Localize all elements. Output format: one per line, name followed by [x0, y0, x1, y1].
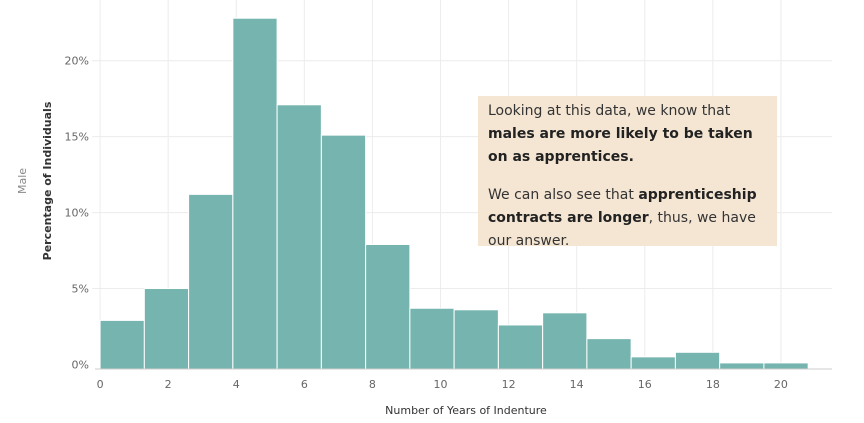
y-tick-labels: 0% 5% 10% 15% 20% — [65, 55, 89, 372]
histogram-bar — [763, 362, 809, 370]
y-axis-title: Percentage of Individuals — [41, 101, 54, 260]
x-tick-label: 0 — [97, 378, 104, 391]
bars — [99, 17, 809, 370]
histogram-bar — [630, 356, 676, 370]
x-tick-label: 4 — [233, 378, 240, 391]
x-tick-label: 6 — [301, 378, 308, 391]
x-tick-label: 8 — [369, 378, 376, 391]
histogram-bar — [99, 319, 145, 370]
x-tick-label: 2 — [165, 378, 172, 391]
y-tick-label: 15% — [65, 131, 89, 144]
x-tick-labels: 0 2 4 6 8 10 12 14 16 18 20 — [97, 378, 788, 391]
histogram-bar — [497, 324, 544, 370]
histogram-bar — [232, 17, 278, 370]
annotation-paragraph-2: We can also see that apprenticeship cont… — [488, 184, 767, 253]
annotation-paragraph-1: Looking at this data, we know that males… — [488, 100, 767, 169]
annotation-bold-text: apprenticeship contracts are longer — [488, 187, 757, 226]
y-tick-label: 5% — [72, 283, 89, 296]
histogram-bar — [453, 309, 499, 370]
y-tick-label: 10% — [65, 207, 89, 220]
histogram-bar — [719, 362, 765, 370]
histogram-bar — [542, 312, 588, 370]
annotation-text: Looking at this data, we know that — [488, 103, 731, 119]
histogram-bar — [276, 104, 322, 370]
histogram-bar — [365, 243, 411, 370]
x-tick-label: 20 — [774, 378, 788, 391]
histogram-bar — [320, 134, 367, 370]
x-tick-label: 16 — [638, 378, 652, 391]
x-tick-label: 10 — [434, 378, 448, 391]
annotation-box: Looking at this data, we know that males… — [478, 96, 777, 249]
annotation-bold-text: males are more likely to be taken on as … — [488, 126, 753, 165]
x-tick-label: 18 — [706, 378, 720, 391]
histogram-bar — [409, 307, 455, 370]
y-tick-label: 20% — [65, 55, 89, 68]
histogram-bar — [143, 288, 190, 370]
annotation-text: , thus, we have our answer. — [488, 210, 756, 249]
annotation-text: We can also see that — [488, 187, 639, 203]
y-tick-label: 0% — [72, 358, 89, 371]
x-tick-label: 12 — [502, 378, 516, 391]
row-label-male: Male — [16, 168, 29, 194]
histogram-bar — [674, 351, 721, 370]
histogram-bar — [586, 338, 632, 370]
histogram-bar — [188, 193, 234, 370]
x-tick-label: 14 — [570, 378, 584, 391]
x-axis-title: Number of Years of Indenture — [385, 404, 547, 417]
